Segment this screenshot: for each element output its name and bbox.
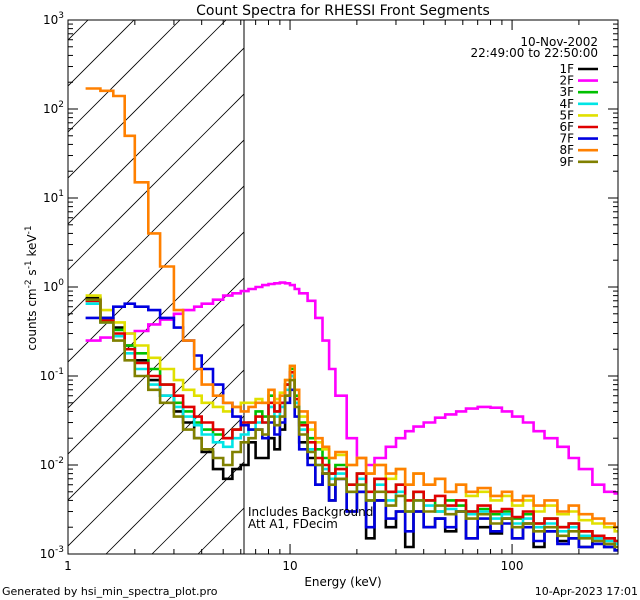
y-label-base: counts cm (25, 288, 39, 350)
legend-label-4F: 4F (559, 97, 574, 111)
legend-label-2F: 2F (559, 74, 574, 88)
y-tick-label: 102 (43, 100, 64, 116)
hatch-line (68, 20, 181, 133)
hatch-line (105, 415, 244, 554)
y-label-exp1: -2 (24, 279, 34, 288)
legend-label-8F: 8F (559, 143, 574, 157)
hatch-line (68, 185, 244, 363)
y-tick-label: 100 (43, 278, 64, 294)
y-label-exp2: -1 (24, 260, 34, 269)
hatch-line (68, 231, 244, 409)
y-tick-label: 101 (43, 189, 64, 205)
y-axis: 10-3 10-2 10-1 100 101 102 103 (40, 11, 618, 561)
y-label-mid2: keV (25, 234, 39, 261)
legend-label-9F: 9F (559, 155, 574, 169)
y-tick-label: 10-3 (40, 545, 64, 561)
annotation-attenuator: Att A1, FDecim (248, 517, 338, 531)
series-9F (85, 298, 618, 549)
x-tick-label: 100 (501, 559, 524, 573)
series-7F (85, 302, 618, 552)
series-8F (85, 87, 618, 529)
header-date: 10-Nov-2002 (520, 35, 598, 49)
y-label-mid1: s (25, 269, 39, 279)
legend-label-6F: 6F (559, 120, 574, 134)
hatch-line (68, 139, 244, 317)
x-axis: 1 10 100 (64, 20, 619, 573)
header-time-range: 22:49:00 to 22:50:00 (471, 46, 598, 60)
y-label-exp3: -1 (24, 225, 34, 234)
annotation-background: Includes Background (248, 505, 373, 519)
legend-label-5F: 5F (559, 108, 574, 122)
footer-timestamp: 10-Apr-2023 17:01 (535, 585, 638, 598)
chart-title: Count Spectra for RHESSI Front Segments (196, 3, 490, 19)
hatch-line (68, 369, 244, 547)
background-hatch-region (68, 20, 244, 554)
legend-label-1F: 1F (559, 62, 574, 76)
hatch-line (68, 47, 244, 225)
hatch-line (68, 323, 244, 501)
hatch-line (68, 20, 227, 179)
x-tick-label: 1 (64, 559, 72, 573)
y-tick-label: 10-2 (40, 456, 64, 472)
x-axis-label: Energy (keV) (304, 575, 381, 589)
legend-label-3F: 3F (559, 85, 574, 99)
series-layer (85, 87, 618, 552)
y-tick-label: 103 (43, 11, 64, 27)
y-axis-label: counts cm-2 s-1 keV-1 (24, 225, 39, 350)
y-tick-label: 10-1 (40, 367, 64, 383)
series-2F (85, 281, 618, 495)
legend-label-7F: 7F (559, 132, 574, 146)
footer-generator: Generated by hsi_min_spectra_plot.pro (2, 585, 218, 598)
x-tick-label: 10 (282, 559, 297, 573)
